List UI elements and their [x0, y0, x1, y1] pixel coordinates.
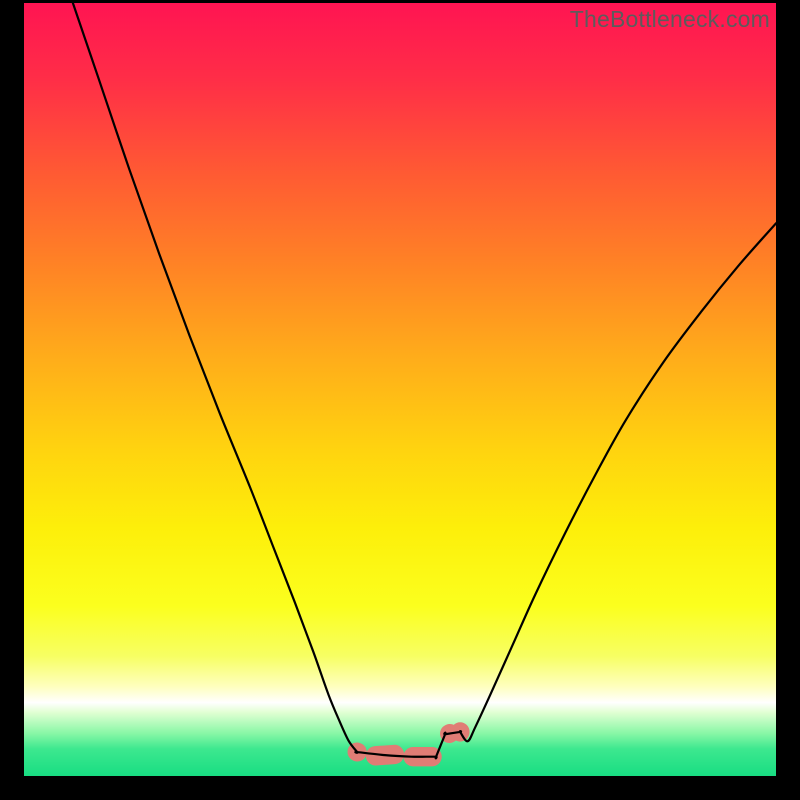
chart-plot-area	[24, 3, 776, 776]
watermark-text: TheBottleneck.com	[570, 6, 770, 33]
chart-stage: TheBottleneck.com	[0, 0, 800, 800]
chart-svg	[24, 3, 776, 776]
bottleneck-curve	[73, 3, 776, 758]
bottom-lozenges	[345, 721, 470, 767]
